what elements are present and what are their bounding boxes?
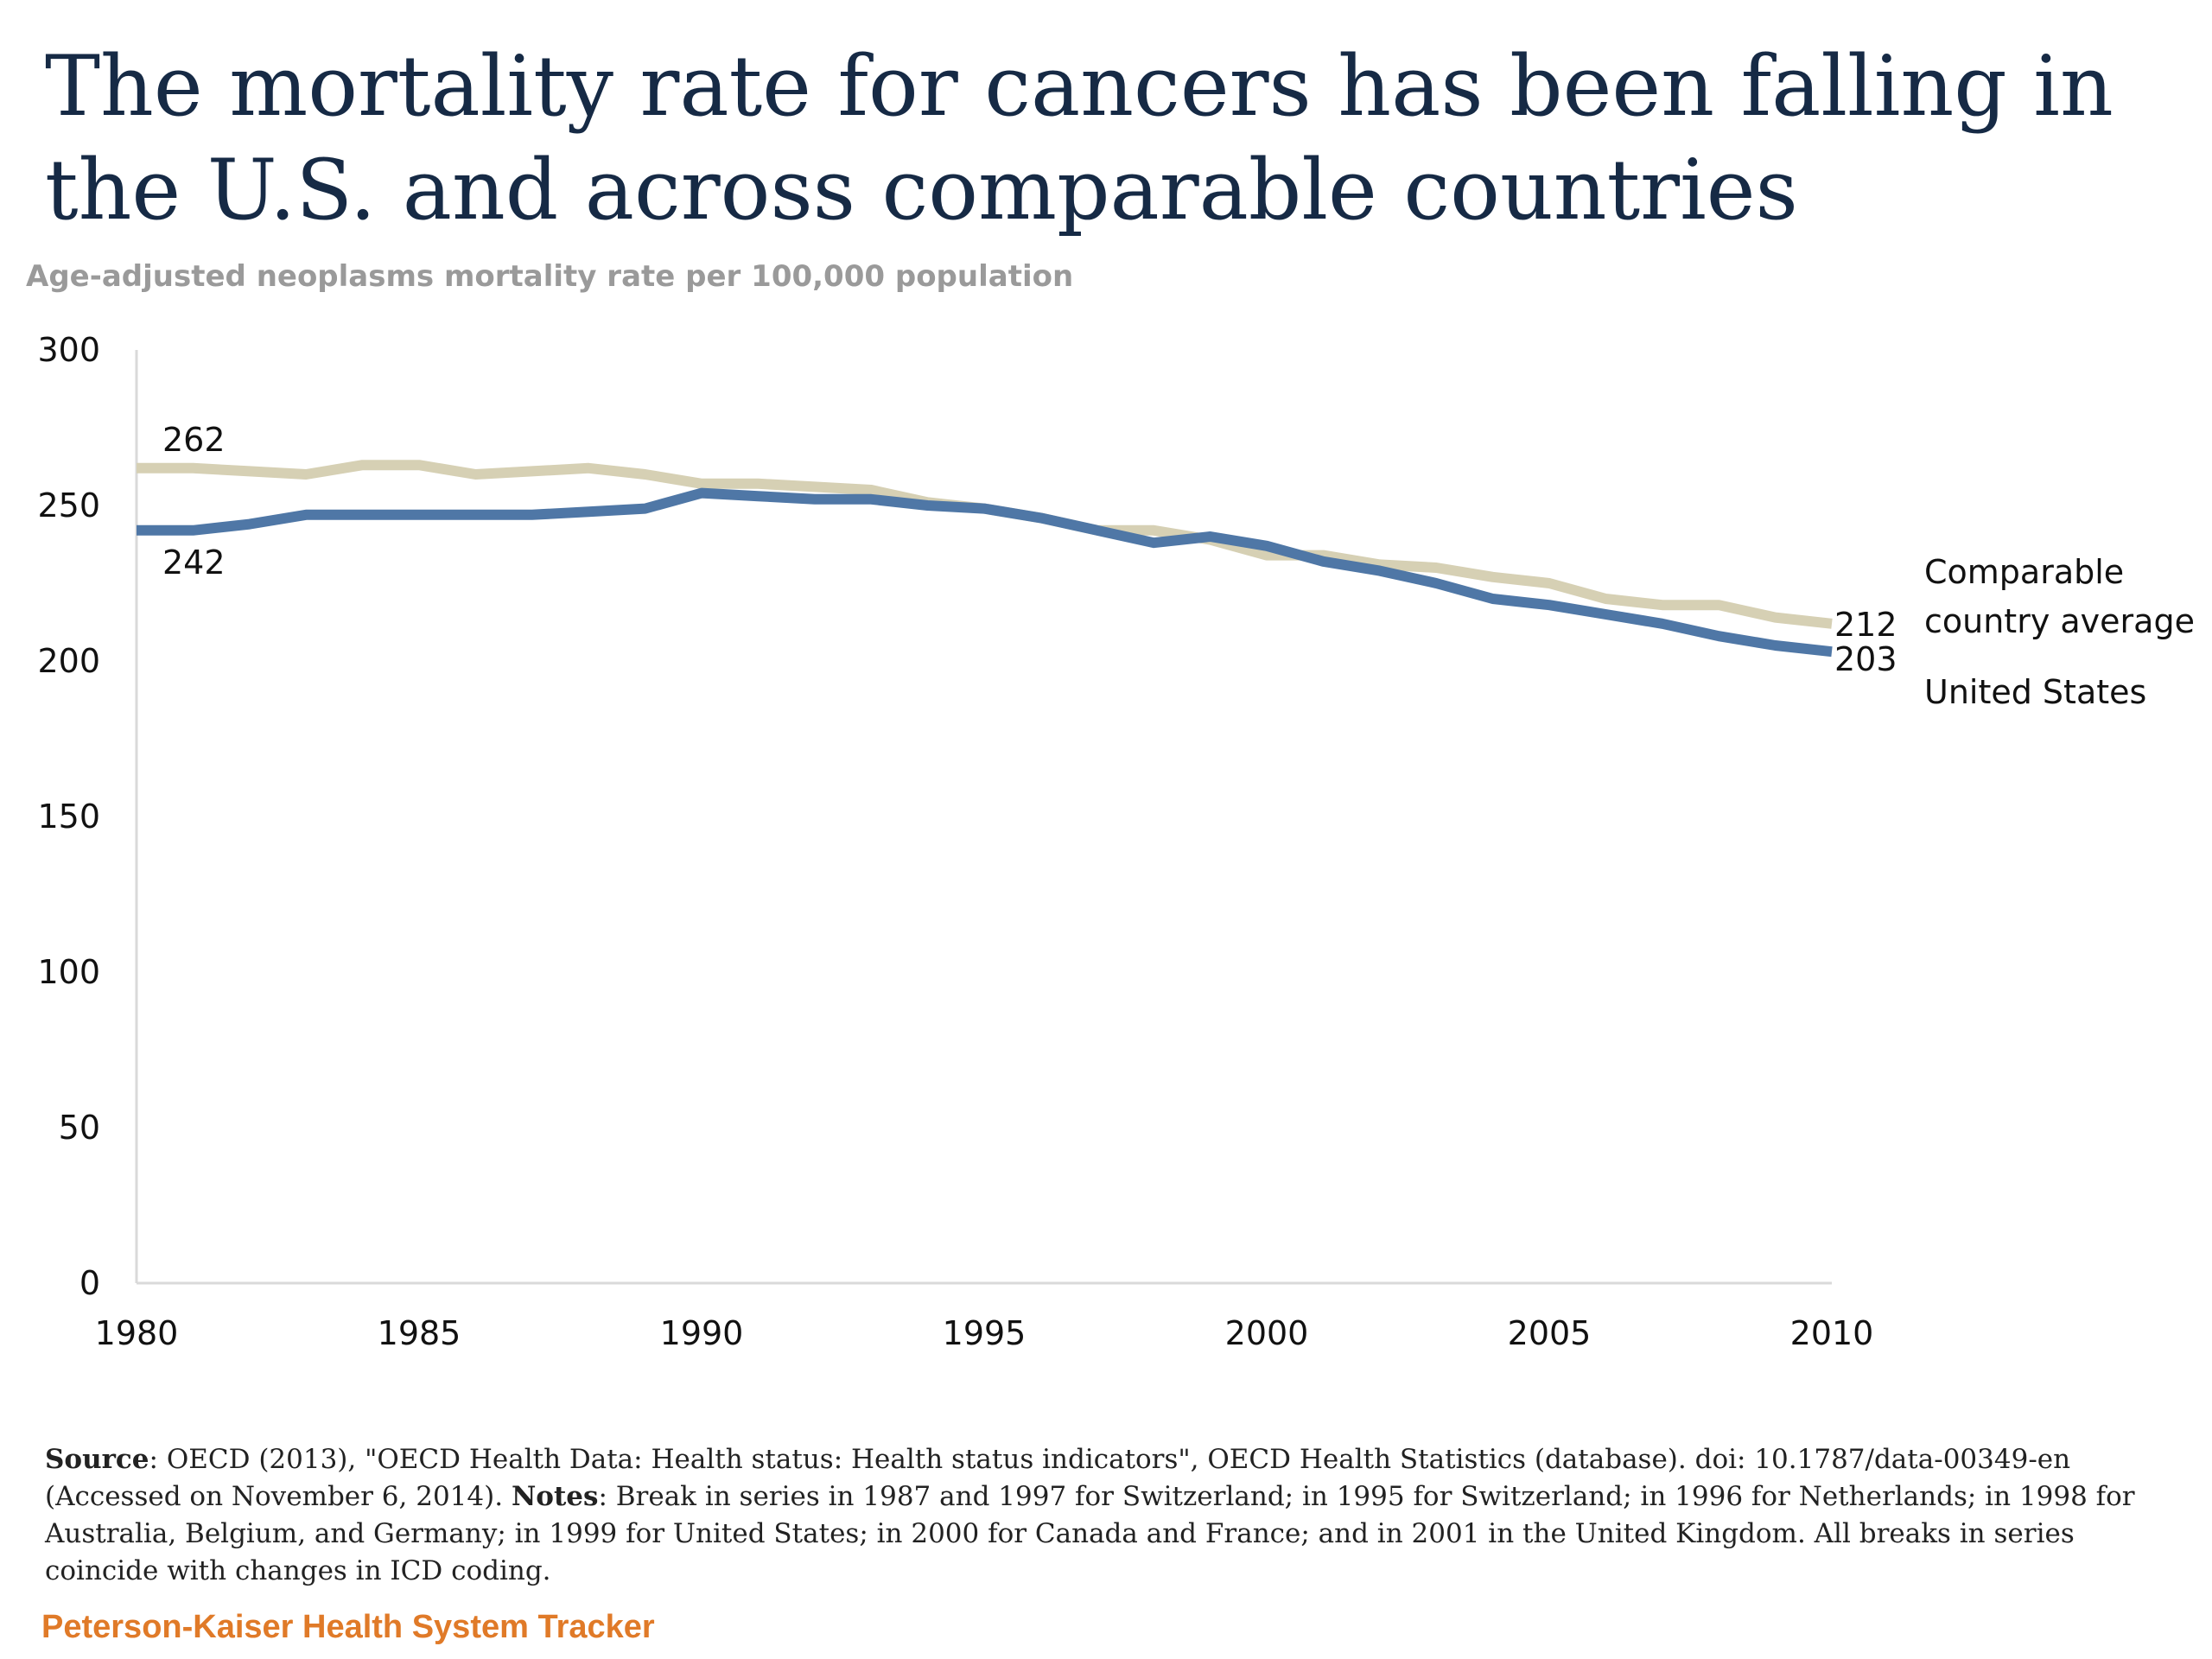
chart-subtitle: Age-adjusted neoplasms mortality rate pe… [26,259,1074,294]
source-label: Source [45,1444,149,1475]
legend-comparable: Comparable [1924,553,2124,591]
series-line-comparable-country-average [137,460,1833,629]
source-notes: Source: OECD (2013), "OECD Health Data: … [45,1441,2179,1590]
line-chart: 0 50 100 150 200 250 300 1980 1985 1990 1995 2000 2… [37,331,2195,1352]
brand-footer: Peterson-Kaiser Health System Tracker [41,1609,655,1645]
x-tick-label: 1990 [660,1314,744,1352]
start-label-comparable: 262 [162,421,226,459]
y-tick-label: 0 [79,1264,100,1302]
y-tick-label: 250 [37,486,100,524]
series-lines [137,460,1833,658]
x-tick-label: 1980 [95,1314,179,1352]
x-tick-label: 2005 [1508,1314,1592,1352]
x-tick-label: 1985 [378,1314,461,1352]
end-label-us: 203 [1834,640,1897,678]
notes-label: Notes [511,1481,599,1512]
y-tick-label: 50 [59,1109,100,1147]
y-tick-label: 100 [37,953,100,991]
end-label-comparable: 212 [1834,606,1897,644]
series-line-united-states [137,487,1833,658]
notes-text: : Break in series in 1987 and 1997 for S… [45,1481,2135,1586]
legend: Comparable country average United States [1924,553,2195,711]
x-tick-label: 2000 [1225,1314,1309,1352]
x-tick-labels: 1980 1985 1990 1995 2000 2005 2010 [95,1314,1874,1352]
y-tick-label: 150 [37,798,100,836]
legend-us: United States [1924,673,2146,711]
y-tick-label: 300 [37,331,100,369]
chart-title: The mortality rate for cancers has been … [45,38,2113,238]
x-tick-label: 1995 [943,1314,1027,1352]
y-tick-labels: 0 50 100 150 200 250 300 [37,331,100,1302]
legend-comparable: country average [1924,602,2195,640]
source-text: : OECD (2013), "OECD Health Data: Health… [45,1444,2071,1512]
y-tick-label: 200 [37,642,100,680]
start-label-us: 242 [162,543,226,582]
x-tick-label: 2010 [1790,1314,1874,1352]
